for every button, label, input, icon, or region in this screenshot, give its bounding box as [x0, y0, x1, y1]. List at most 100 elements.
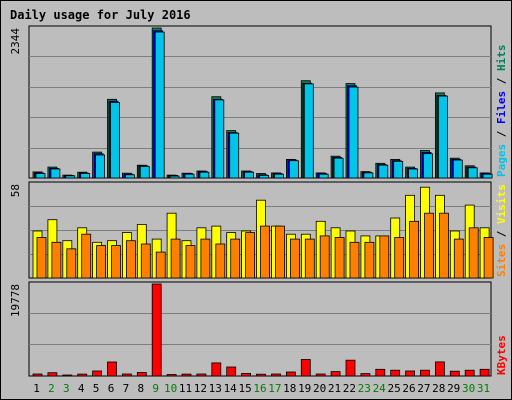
hits-bar-pages-day-12 [199, 171, 210, 179]
day-label-20: 20 [313, 382, 326, 395]
visits-bar-sites-day-18 [289, 238, 300, 279]
kbytes-legend-item: KBytes [495, 335, 508, 375]
hits-bar-pages-day-10 [169, 175, 180, 179]
kbytes-bar-kbytes-day-15 [241, 372, 252, 377]
visits-max-label: 58 [9, 184, 22, 197]
kbytes-bar-kbytes-day-17 [271, 373, 281, 377]
hits-bar-pages-day-22 [348, 86, 359, 179]
visits-legend: Sites / Visits [495, 184, 508, 277]
visits-bar-sites-day-28 [438, 212, 449, 279]
kbytes-bar-kbytes-day-9 [151, 283, 162, 377]
visits-bar-sites-day-8 [140, 243, 151, 279]
hits-bar-pages-day-31 [482, 173, 493, 179]
visits-bar-sites-day-17 [275, 225, 285, 279]
kbytes-bar-kbytes-day-30 [464, 369, 475, 377]
kbytes-bar-kbytes-day-7 [122, 373, 132, 377]
hits-bar-pages-day-15 [244, 171, 255, 179]
day-label-5: 5 [93, 382, 100, 395]
visits-bar-sites-day-14 [230, 238, 241, 279]
visits-bar-sites-day-13 [215, 243, 226, 279]
chart-title: Daily usage for July 2016 [10, 8, 191, 22]
hits-bar-pages-day-25 [393, 160, 404, 179]
hits-bar-pages-day-17 [274, 173, 284, 179]
day-label-13: 13 [209, 382, 222, 395]
visits-bar-sites-day-19 [304, 238, 315, 279]
visits-bar-sites-day-20 [319, 235, 330, 279]
visits-bar-sites-day-16 [260, 225, 270, 279]
day-label-30: 30 [462, 382, 475, 395]
day-label-28: 28 [432, 382, 445, 395]
hits-bar-pages-day-9 [154, 31, 165, 179]
hits-bar-pages-day-11 [184, 173, 195, 179]
visits-bar-sites-day-21 [334, 237, 345, 279]
visits-bar-sites-day-25 [394, 237, 405, 279]
visits-bar-sites-day-5 [96, 245, 106, 279]
hits-bar-pages-day-2 [50, 168, 61, 179]
kbytes-bar-kbytes-day-25 [390, 369, 401, 377]
hits-legend: Pages / Files / Hits [495, 45, 508, 178]
day-label-14: 14 [224, 382, 238, 395]
hits-bar-pages-day-8 [139, 166, 150, 179]
day-label-26: 26 [402, 382, 415, 395]
hits-legend-item: Hits [495, 45, 508, 72]
day-label-25: 25 [387, 382, 400, 395]
visits-bar-sites-day-29 [453, 238, 464, 279]
hits-bar-pages-day-20 [318, 173, 329, 179]
kbytes-bar-kbytes-day-24 [375, 368, 386, 377]
day-label-31: 31 [477, 382, 490, 395]
visits-legend-item: Sites [495, 244, 508, 277]
hits-bar-pages-day-24 [378, 164, 389, 179]
kbytes-bar-kbytes-day-29 [449, 370, 460, 377]
day-label-7: 7 [123, 382, 130, 395]
hits-legend-item: Files [495, 91, 508, 124]
visits-legend-item: Visits [495, 184, 508, 224]
kbytes-bar-kbytes-day-2 [47, 372, 58, 377]
day-label-29: 29 [447, 382, 460, 395]
kbytes-bar-kbytes-day-27 [420, 369, 430, 377]
hits-bar-pages-day-6 [110, 102, 120, 179]
day-label-23: 23 [358, 382, 371, 395]
kbytes-bar-kbytes-day-1 [32, 373, 43, 377]
day-label-6: 6 [108, 382, 115, 395]
kbytes-bar-kbytes-day-5 [92, 370, 102, 377]
visits-bar-sites-day-11 [185, 245, 196, 279]
kbytes-bar-kbytes-day-6 [107, 361, 117, 377]
kbytes-bar-kbytes-day-12 [196, 373, 207, 377]
hits-legend-item: / [495, 71, 508, 91]
visits-bar-sites-day-9 [155, 251, 166, 279]
visits-bar-sites-day-31 [483, 237, 494, 279]
day-label-21: 21 [328, 382, 341, 395]
kbytes-bar-kbytes-day-14 [226, 366, 237, 377]
hits-bar-pages-day-13 [214, 99, 225, 179]
hits-bar-pages-day-4 [80, 173, 91, 179]
kbytes-legend: KBytes [495, 335, 508, 375]
day-label-16: 16 [253, 382, 266, 395]
hits-bar-pages-day-5 [95, 154, 105, 179]
day-label-12: 12 [194, 382, 207, 395]
hits-bar-pages-day-3 [65, 175, 76, 179]
hits-max-label: 2344 [9, 28, 22, 55]
day-label-11: 11 [179, 382, 192, 395]
day-label-19: 19 [298, 382, 311, 395]
visits-bar-sites-day-26 [409, 220, 420, 279]
kbytes-bar-kbytes-day-31 [479, 368, 490, 377]
day-label-15: 15 [238, 382, 251, 395]
kbytes-bar-kbytes-day-10 [166, 374, 177, 377]
visits-bar-sites-day-4 [81, 233, 92, 279]
hits-bar-pages-day-1 [35, 173, 46, 179]
hits-bar-pages-day-26 [408, 168, 419, 179]
kbytes-panel: 19778 KBytes [9, 281, 508, 377]
hits-bar-pages-day-29 [452, 159, 463, 179]
visits-bar-sites-day-7 [126, 240, 136, 279]
hits-bar-pages-day-27 [423, 153, 433, 179]
visits-bar-sites-day-23 [364, 241, 375, 279]
visits-legend-item: / [495, 224, 508, 244]
day-label-10: 10 [164, 382, 177, 395]
kbytes-bar-kbytes-day-13 [211, 362, 222, 377]
kbytes-max-label: 19778 [9, 284, 22, 317]
kbytes-bar-kbytes-day-16 [256, 373, 266, 377]
kbytes-bar-kbytes-day-11 [181, 373, 192, 377]
day-label-3: 3 [63, 382, 70, 395]
day-label-17: 17 [268, 382, 281, 395]
